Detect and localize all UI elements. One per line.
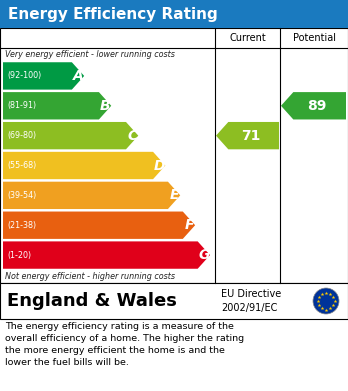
Bar [0, 283, 348, 319]
Text: Potential: Potential [293, 33, 335, 43]
Bar [0, 28, 348, 283]
Polygon shape [3, 182, 180, 209]
Polygon shape [3, 152, 165, 179]
Text: Not energy efficient - higher running costs: Not energy efficient - higher running co… [5, 272, 175, 281]
Text: EU Directive
2002/91/EC: EU Directive 2002/91/EC [221, 289, 281, 312]
Text: (21-38): (21-38) [7, 221, 36, 230]
Polygon shape [3, 212, 195, 239]
Circle shape [313, 288, 339, 314]
Text: The energy efficiency rating is a measure of the
overall efficiency of a home. T: The energy efficiency rating is a measur… [5, 322, 244, 368]
Text: A: A [73, 69, 84, 83]
Polygon shape [3, 62, 84, 90]
Text: (55-68): (55-68) [7, 161, 36, 170]
Text: D: D [153, 158, 165, 172]
Polygon shape [3, 122, 138, 149]
Text: Very energy efficient - lower running costs: Very energy efficient - lower running co… [5, 50, 175, 59]
Polygon shape [3, 241, 210, 269]
Text: (81-91): (81-91) [7, 101, 36, 110]
Text: (69-80): (69-80) [7, 131, 36, 140]
Bar [0, 0, 348, 28]
Text: (1-20): (1-20) [7, 251, 31, 260]
Text: E: E [169, 188, 179, 203]
Text: C: C [127, 129, 137, 143]
Text: England & Wales: England & Wales [7, 292, 177, 310]
Text: 71: 71 [242, 129, 261, 143]
Text: Current: Current [229, 33, 266, 43]
Text: B: B [100, 99, 110, 113]
Text: Energy Efficiency Rating: Energy Efficiency Rating [8, 7, 218, 22]
Text: (92-100): (92-100) [7, 72, 41, 81]
Polygon shape [216, 122, 279, 149]
Text: 89: 89 [308, 99, 327, 113]
Polygon shape [281, 92, 346, 120]
Text: G: G [198, 248, 209, 262]
Text: (39-54): (39-54) [7, 191, 36, 200]
Polygon shape [3, 92, 111, 120]
Text: F: F [184, 218, 194, 232]
